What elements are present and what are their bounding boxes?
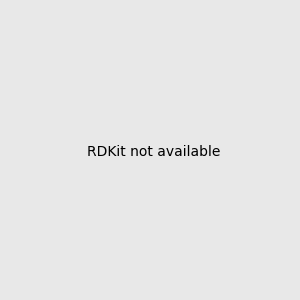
- Text: RDKit not available: RDKit not available: [87, 145, 220, 158]
